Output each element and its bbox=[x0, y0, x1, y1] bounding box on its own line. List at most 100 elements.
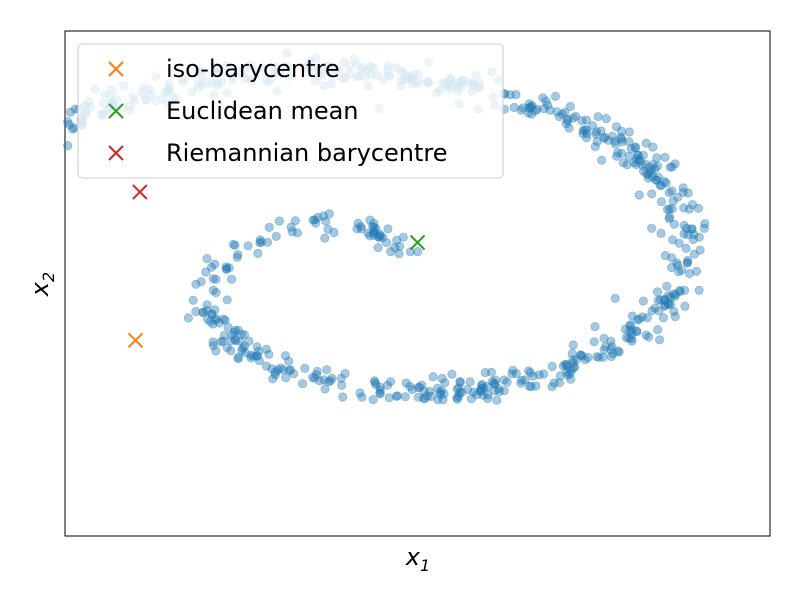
legend-item-iso-barycentre: iso-barycentre bbox=[108, 55, 340, 83]
data-point bbox=[223, 322, 233, 332]
data-point bbox=[654, 306, 664, 316]
data-point bbox=[324, 209, 334, 219]
data-point bbox=[524, 103, 535, 113]
data-point bbox=[564, 123, 574, 133]
data-point bbox=[207, 309, 217, 319]
data-point bbox=[599, 133, 609, 143]
data-point bbox=[664, 204, 675, 214]
data-point bbox=[673, 267, 684, 277]
data-point bbox=[455, 387, 465, 398]
data-point bbox=[275, 363, 286, 373]
data-point bbox=[401, 378, 411, 388]
data-point bbox=[208, 340, 218, 351]
data-point bbox=[254, 356, 265, 366]
data-point bbox=[687, 224, 697, 234]
data-point bbox=[632, 150, 643, 160]
data-point bbox=[394, 249, 404, 259]
data-point bbox=[322, 365, 332, 375]
data-point bbox=[479, 383, 489, 393]
data-point bbox=[369, 376, 380, 386]
data-point bbox=[264, 222, 274, 232]
legend-item-euclidean-mean: Euclidean mean bbox=[108, 97, 359, 125]
data-point bbox=[228, 239, 238, 250]
data-point bbox=[230, 240, 240, 250]
data-point bbox=[567, 348, 577, 359]
data-point bbox=[634, 190, 644, 200]
data-point bbox=[222, 264, 232, 274]
data-point bbox=[210, 305, 220, 315]
data-point bbox=[568, 358, 578, 368]
data-point bbox=[618, 158, 628, 168]
data-point bbox=[281, 372, 291, 383]
data-point bbox=[576, 350, 586, 360]
data-point bbox=[599, 345, 609, 355]
data-point bbox=[525, 367, 535, 378]
data-point bbox=[664, 299, 674, 309]
data-point bbox=[270, 367, 280, 377]
data-point bbox=[203, 314, 213, 324]
data-point bbox=[476, 386, 486, 396]
data-point bbox=[367, 221, 378, 231]
data-point bbox=[287, 227, 297, 237]
data-point bbox=[630, 143, 640, 153]
data-point bbox=[252, 351, 262, 361]
data-point bbox=[240, 348, 250, 358]
data-point bbox=[621, 332, 631, 343]
data-point bbox=[632, 327, 642, 337]
data-point bbox=[626, 144, 636, 154]
data-point bbox=[645, 167, 656, 177]
data-point bbox=[284, 356, 294, 366]
data-point bbox=[338, 392, 348, 402]
data-point bbox=[634, 156, 645, 166]
data-point bbox=[662, 204, 673, 215]
data-point bbox=[391, 391, 402, 401]
data-point bbox=[651, 175, 661, 185]
data-point bbox=[375, 385, 385, 395]
data-point bbox=[284, 365, 294, 375]
data-point bbox=[582, 129, 592, 139]
data-point bbox=[637, 161, 648, 171]
data-point bbox=[668, 289, 679, 299]
data-point bbox=[578, 129, 588, 139]
data-point bbox=[673, 192, 683, 202]
data-point bbox=[682, 255, 693, 265]
data-point bbox=[658, 313, 669, 323]
data-point bbox=[610, 139, 621, 149]
data-point bbox=[599, 333, 609, 343]
data-point bbox=[524, 99, 534, 109]
data-point bbox=[613, 148, 623, 158]
data-point bbox=[211, 287, 221, 298]
data-point bbox=[233, 354, 243, 364]
data-point bbox=[433, 395, 443, 405]
data-point bbox=[507, 369, 517, 379]
data-point bbox=[527, 101, 537, 111]
data-point bbox=[239, 330, 250, 340]
data-point bbox=[216, 337, 226, 347]
data-point bbox=[413, 382, 423, 393]
data-point bbox=[489, 378, 499, 388]
data-point bbox=[368, 394, 378, 405]
data-point bbox=[575, 350, 586, 360]
data-point bbox=[634, 314, 644, 324]
data-point bbox=[413, 392, 423, 402]
data-point bbox=[660, 300, 670, 310]
data-point bbox=[407, 384, 417, 395]
data-point bbox=[455, 377, 465, 387]
data-point bbox=[554, 378, 564, 388]
data-point bbox=[233, 250, 243, 260]
data-point bbox=[183, 313, 193, 323]
data-point bbox=[240, 341, 250, 351]
data-point bbox=[478, 390, 488, 400]
data-point bbox=[643, 173, 654, 183]
data-point bbox=[557, 109, 567, 119]
data-point bbox=[691, 266, 702, 276]
special-markers-layer bbox=[127, 184, 426, 349]
data-point bbox=[383, 224, 393, 234]
data-point bbox=[309, 373, 320, 383]
data-point bbox=[454, 383, 464, 393]
data-point bbox=[624, 127, 634, 137]
data-point bbox=[656, 181, 666, 191]
data-point bbox=[400, 392, 410, 402]
legend-label-riemannian-barycentre: Riemannian barycentre bbox=[166, 139, 448, 167]
data-point bbox=[447, 369, 457, 379]
